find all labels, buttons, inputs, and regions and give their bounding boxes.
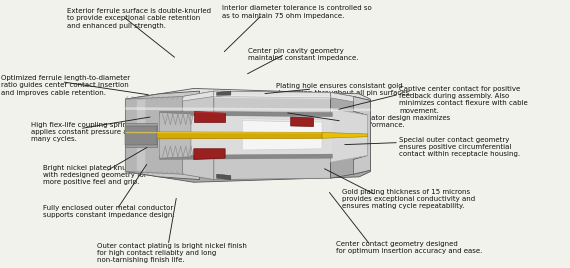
Polygon shape [160, 115, 332, 155]
Polygon shape [217, 91, 231, 96]
Text: Center pin cavity geometry
maintains constant impedance.: Center pin cavity geometry maintains con… [248, 48, 359, 61]
Polygon shape [160, 111, 332, 117]
Polygon shape [125, 132, 322, 139]
Text: Plating hole ensures consistant gold
deposition throughout all pin surfaces.: Plating hole ensures consistant gold dep… [276, 83, 412, 96]
Text: Optimized ferrule length-to-diameter
ratio guides center contact insertion
and i: Optimized ferrule length-to-diameter rat… [1, 75, 130, 95]
Text: Special outer contact geometry
ensures positive circumferential
contact within r: Special outer contact geometry ensures p… [399, 137, 520, 157]
Polygon shape [214, 91, 331, 98]
Polygon shape [331, 109, 368, 162]
Polygon shape [125, 88, 370, 110]
Text: Captive center contact for positive
feedback during assembly. Also
minimizes con: Captive center contact for positive feed… [399, 86, 528, 114]
Text: Fully enclosed outer metal conductor
supports constant impedance design.: Fully enclosed outer metal conductor sup… [43, 205, 174, 218]
Polygon shape [160, 154, 332, 159]
Text: Exterior ferrule surface is double-knurled
to provide exceptional cable retentio: Exterior ferrule surface is double-knurl… [67, 8, 211, 28]
Polygon shape [125, 107, 370, 111]
Text: Bright nickel plated knurl region
with redesigned geometry for
more positive fee: Bright nickel plated knurl region with r… [43, 165, 156, 185]
Polygon shape [125, 132, 322, 133]
Polygon shape [137, 99, 145, 172]
Text: Gold plating thickness of 15 microns
provides exceptional conductivity and
ensur: Gold plating thickness of 15 microns pro… [342, 189, 475, 209]
Polygon shape [125, 123, 157, 147]
Polygon shape [242, 119, 322, 122]
Polygon shape [242, 121, 322, 150]
Polygon shape [194, 111, 225, 114]
Polygon shape [125, 161, 370, 182]
Polygon shape [125, 96, 182, 174]
Polygon shape [214, 91, 331, 180]
Polygon shape [125, 91, 200, 180]
Polygon shape [182, 91, 214, 101]
Polygon shape [160, 113, 191, 158]
Text: Interior diameter tolerance is controlled so
as to maintain 75 ohm impedance.: Interior diameter tolerance is controlle… [222, 5, 372, 18]
Polygon shape [331, 92, 353, 102]
Polygon shape [322, 132, 368, 138]
Polygon shape [194, 149, 225, 159]
Text: Outer contact plating is bright nickel finish
for high contact reliabity and lon: Outer contact plating is bright nickel f… [97, 243, 247, 263]
Polygon shape [353, 96, 370, 174]
Polygon shape [125, 126, 157, 145]
Polygon shape [125, 162, 370, 166]
Polygon shape [182, 91, 214, 180]
Polygon shape [291, 117, 314, 126]
Text: High flex-life coupling spring
applies constant pressure after
many cycles.: High flex-life coupling spring applies c… [31, 122, 140, 142]
Text: Center contact geometry designed
for optimum insertion accuracy and ease.: Center contact geometry designed for opt… [336, 241, 483, 254]
Polygon shape [194, 111, 225, 122]
Polygon shape [331, 92, 370, 178]
Text: Precision PTFE insulator design maximizes
RF/Video signal performance.: Precision PTFE insulator design maximize… [302, 115, 450, 128]
Polygon shape [217, 174, 231, 180]
Polygon shape [214, 95, 331, 99]
